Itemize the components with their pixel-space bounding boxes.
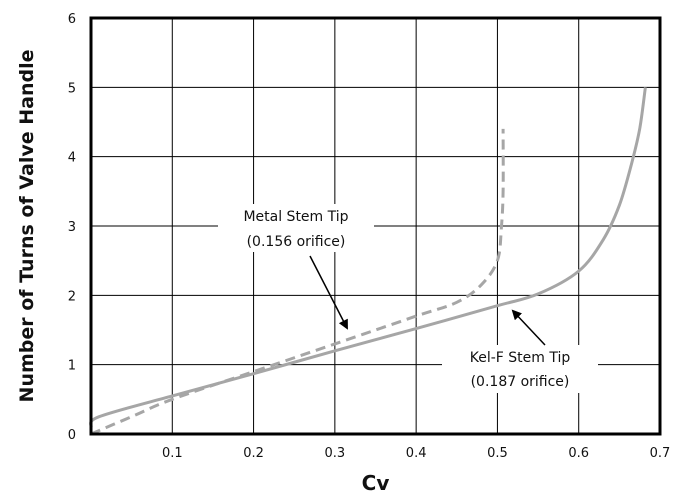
annotation-background	[218, 204, 374, 252]
tick-labels: 0.1 0.2 0.3 0.4 0.5 0.6 0.7 0 1 2 3 4 5 6	[68, 12, 671, 461]
annotation-kelf-line-1: Kel-F Stem Tip	[470, 350, 571, 366]
x-axis-label: Cv	[362, 471, 390, 495]
x-tick-label: 0.7	[650, 446, 671, 461]
annotation-metal-line-1: Metal Stem Tip	[243, 209, 348, 225]
y-axis-label: Number of Turns of Valve Handle	[16, 50, 38, 403]
y-tick-label: 4	[68, 151, 76, 166]
series-line-kel-f-stem-tip	[89, 87, 647, 429]
y-tick-label: 1	[68, 359, 76, 374]
annotation-kelf-arrow	[511, 309, 546, 346]
x-tick-label: 0.5	[487, 446, 508, 461]
y-tick-label: 6	[68, 12, 76, 27]
y-tick-label: 2	[68, 289, 76, 304]
x-tick-label: 0.2	[243, 446, 264, 461]
x-tick-label: 0.6	[568, 446, 589, 461]
series-layer	[89, 87, 647, 436]
x-tick-label: 0.4	[406, 446, 427, 461]
x-tick-label: 0.3	[325, 446, 346, 461]
annotation-kelf-line-2: (0.187 orifice)	[471, 374, 570, 390]
annotation-metal-line-2: (0.156 orifice)	[247, 234, 346, 250]
y-tick-label: 5	[68, 81, 76, 96]
annotation-metal-arrow	[309, 255, 348, 330]
annotation-background	[442, 345, 598, 393]
y-tick-label: 0	[68, 428, 76, 443]
annotation-layer: Metal Stem Tip (0.156 orifice) Kel-F Stem …	[218, 204, 598, 393]
series-line-metal-stem-tip	[90, 128, 505, 436]
plot-frame	[89, 16, 662, 436]
x-tick-label: 0.1	[162, 446, 183, 461]
y-tick-label: 3	[68, 220, 76, 235]
